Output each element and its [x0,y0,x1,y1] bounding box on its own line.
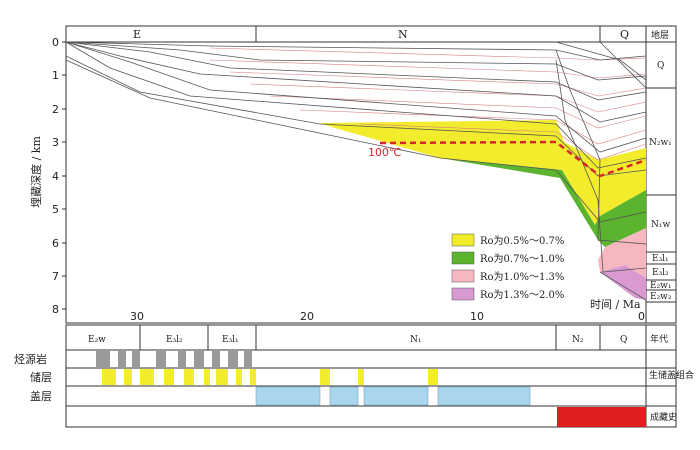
y-tick: 3 [52,136,59,149]
strata-unit-e2w2: E₂w₂ [650,292,672,302]
ro-zone-1.0-1.3 [598,228,646,278]
legend-swatch-pink [451,269,475,283]
reservoir-block [428,369,438,385]
source-block [132,351,140,367]
source-block [118,351,126,367]
legend-label: Ro为1.3%～2.0% [480,289,564,301]
legend-swatch-green [451,251,475,265]
strata-unit-q: Q [657,61,664,71]
row-label-reservoir: 储层 [30,370,52,384]
burial-curves [65,41,647,301]
y-tick: 1 [52,69,59,82]
accumulation-label: 成藏史 [650,411,677,423]
strata-unit-e3l2: E₃l₂ [652,268,669,278]
legend-label: Ro为0.7%～1.0% [480,253,564,265]
reservoir-block [236,369,242,385]
age-unit: N₂ [572,335,584,345]
y-tick: 4 [52,170,59,183]
stratum-e-label: E [133,28,141,41]
age-row-header: 年代 [650,333,668,345]
event-table [65,324,677,428]
cap-block [255,386,321,406]
reservoir-block [216,369,228,385]
reservoir-block [184,369,194,385]
age-unit: E₂w [88,335,106,345]
source-block [178,351,186,367]
row-label-cap: 盖层 [30,389,52,403]
legend-swatch-purple [451,287,475,301]
source-block [244,351,252,367]
source-block [228,351,238,367]
age-unit: N₁ [410,335,421,345]
x-axis-label: 时间 / Ma [590,298,641,311]
source-block [194,351,204,367]
isotherm-100c-label: 100℃ [368,146,401,159]
reservoir-block [124,369,132,385]
row-label-source: 烃源岩 [14,352,47,366]
reservoir-block [102,369,116,385]
age-unit: E₃l₂ [166,335,183,345]
combo-label: 生储盖组合 [649,369,694,381]
accumulation-bar [557,407,646,427]
age-unit: E₃l₁ [222,335,239,345]
stratum-n-label: N [398,28,408,41]
x-tick: 0 [638,310,645,323]
legend-label: Ro为0.5%～0.7% [480,235,564,247]
legend: Ro为0.5%～0.7% Ro为0.7%～1.0% Ro为1.0%～1.3% R… [451,233,564,301]
reservoir-block [358,369,364,385]
reservoir-block [204,369,210,385]
cap-row [255,386,531,406]
y-tick: 0 [52,36,59,49]
source-block [96,351,110,367]
cap-block [437,386,531,406]
age-unit: Q [620,335,627,345]
stratum-q-label: Q [620,28,629,41]
reservoir-block [140,369,154,385]
legend-swatch-yellow [451,233,475,247]
y-tick: 8 [52,303,59,316]
cap-block [363,386,429,406]
reservoir-row [102,369,438,385]
x-tick: 10 [470,310,484,323]
y-tick: 7 [52,270,59,283]
cap-block [329,386,359,406]
x-tick: 30 [130,310,144,323]
strata-unit-n2w1: N₂w₁ [649,138,672,148]
strata-unit-e3l1: E₃l₁ [652,254,669,264]
x-tick: 20 [300,310,314,323]
reservoir-block [250,369,256,385]
y-tick: 5 [52,203,59,216]
legend-label: Ro为1.0%～1.3% [480,271,564,283]
isotherm-100c-line [379,140,647,178]
y-axis: 0 1 2 3 4 5 6 7 8 [52,36,59,316]
ro-zone-0.7-1.0 [440,158,646,247]
strata-unit-n1w: N₁w [651,220,670,230]
y-axis-label: 埋藏深度 / km [29,136,43,208]
source-block [212,351,220,367]
ro-zone-1.3-2.0 [600,265,646,300]
source-rock-row [96,351,252,367]
ro-zone-0.5-0.7 [320,120,646,225]
y-tick: 6 [52,237,59,250]
source-block [156,351,166,367]
strata-unit-e2w1: E₂w₁ [650,281,672,291]
strata-header: 地层 [651,29,669,41]
y-tick: 2 [52,103,59,116]
reservoir-block [164,369,174,385]
reservoir-block [320,369,330,385]
